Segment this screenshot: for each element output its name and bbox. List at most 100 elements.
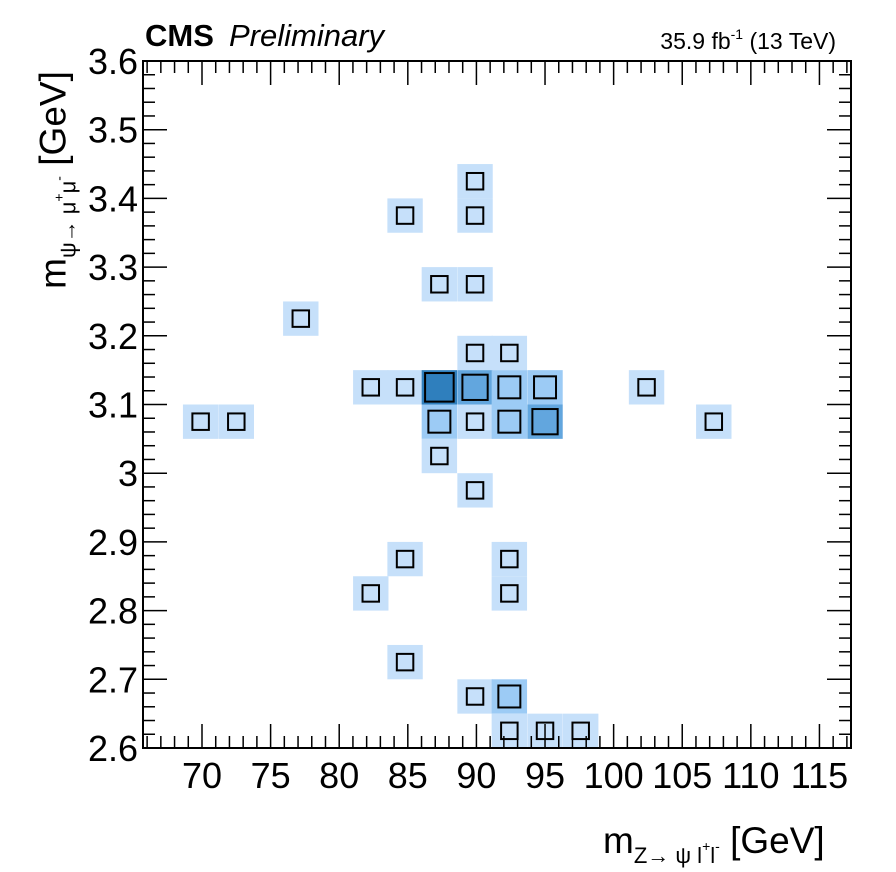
box-marker	[430, 446, 449, 466]
box-marker	[361, 378, 381, 397]
tick-labels: 70 75 80 85 90 95 100 105 110 115 2.6 2.7 2.8 2.9 3 3.1…	[88, 41, 848, 796]
experiment-label: CMS	[145, 18, 214, 53]
y-axis-sub-1: ψ→ μ	[55, 201, 81, 259]
heatmap-cell	[387, 541, 423, 577]
y-tick-label: 3.3	[88, 247, 138, 288]
box-marker	[361, 584, 381, 603]
x-tick-label: 95	[525, 755, 565, 796]
x-tick-label: 85	[388, 755, 428, 796]
y-tick-label: 3	[118, 453, 138, 494]
plot-frame	[142, 60, 852, 749]
y-tick-label: 2.9	[88, 522, 138, 563]
box-marker	[533, 375, 558, 400]
y-tick-label: 2.6	[88, 728, 138, 769]
box-marker	[430, 275, 449, 294]
heatmap-cell	[283, 301, 319, 336]
y-axis-sup-1: +	[50, 193, 67, 202]
y-axis-sub-2: μ	[55, 180, 81, 194]
lumi-value: 35.9 fb	[660, 28, 731, 54]
heatmap-cell	[491, 335, 528, 371]
y-tick-label: 3.6	[88, 41, 138, 82]
box-marker	[465, 275, 485, 294]
energy-label: (13 TeV)	[749, 28, 836, 54]
y-axis-unit: [GeV]	[32, 71, 74, 166]
box-marker	[227, 412, 246, 431]
heatmap-cell	[218, 404, 255, 439]
x-axis-sup-1: +	[702, 838, 711, 854]
x-axis-title: mZ→ ψ l+l- [GeV]	[603, 820, 825, 869]
y-axis-title: mψ→ μ+μ- [GeV]	[33, 71, 82, 289]
box-marker	[500, 721, 519, 741]
x-axis-unit: [GeV]	[730, 820, 825, 861]
box-marker	[571, 721, 590, 741]
heatmap-cell	[457, 404, 493, 439]
heatmap-cell	[421, 267, 458, 302]
heatmap-cell	[628, 370, 665, 405]
axis-ticks	[143, 60, 851, 749]
y-tick-label: 2.7	[88, 659, 138, 700]
box-marker	[461, 373, 489, 401]
box-marker	[395, 378, 415, 397]
status-label: Preliminary	[229, 18, 385, 53]
x-tick-label: 80	[319, 755, 359, 796]
x-axis-sub-2: l	[710, 843, 716, 868]
x-tick-label: 100	[584, 755, 644, 796]
bins-layer	[182, 164, 732, 748]
x-tick-label: 105	[652, 755, 712, 796]
y-tick-label: 3.1	[88, 385, 138, 426]
x-tick-label: 110	[722, 755, 779, 796]
box-marker	[497, 409, 522, 434]
heatmap-cell	[457, 198, 493, 233]
x-tick-label: 75	[251, 755, 291, 796]
box-marker	[395, 206, 415, 225]
heatmap-cell	[457, 335, 493, 371]
box-marker	[497, 684, 522, 709]
box-marker	[465, 412, 485, 431]
heatmap-cell	[457, 679, 493, 714]
box-marker	[465, 687, 485, 706]
x-tick-label: 90	[456, 755, 496, 796]
y-tick-label: 2.8	[88, 591, 138, 632]
heatmap-cell	[421, 438, 458, 474]
lumi-exponent: -1	[730, 26, 744, 42]
box-marker	[500, 584, 519, 603]
box-marker	[465, 343, 485, 363]
x-tick-label: 115	[791, 755, 848, 796]
y-axis-symbol: m	[32, 258, 74, 289]
y-tick-label: 3.4	[88, 178, 138, 219]
heatmap-cell	[562, 713, 599, 748]
box-marker	[704, 412, 724, 431]
heatmap-cell	[387, 644, 423, 680]
box-marker	[395, 652, 415, 672]
box-marker	[500, 549, 519, 569]
box-marker	[465, 481, 485, 500]
luminosity-label: 35.9 fb-1 (13 TeV)	[660, 26, 836, 55]
heatmap-cell	[353, 370, 389, 405]
box-marker	[191, 412, 210, 431]
heatmap-cell	[491, 713, 528, 748]
heatmap-cell	[491, 541, 528, 577]
box-marker	[497, 375, 522, 400]
heatmap-cell	[491, 576, 528, 611]
y-axis-sup-2: -	[50, 176, 67, 181]
box-marker	[291, 309, 311, 328]
heatmap-cell	[387, 198, 423, 233]
heatmap-cell	[457, 473, 493, 508]
box-marker	[465, 206, 485, 225]
heatmap-cell	[696, 404, 732, 439]
box-marker	[531, 408, 559, 436]
heatmap-cell	[457, 164, 493, 199]
box-marker	[395, 549, 415, 569]
x-axis-symbol: m	[603, 820, 634, 861]
heatmap-cell	[457, 267, 493, 302]
y-tick-label: 3.5	[88, 110, 138, 151]
heatmap-cell	[353, 576, 389, 611]
box-marker	[424, 372, 455, 403]
box-marker	[500, 343, 519, 363]
box-marker	[465, 171, 485, 191]
heatmap-cell	[387, 370, 423, 405]
box-marker	[427, 409, 452, 434]
heatmap-cell	[182, 404, 219, 439]
x-axis-sup-2: -	[715, 838, 720, 854]
